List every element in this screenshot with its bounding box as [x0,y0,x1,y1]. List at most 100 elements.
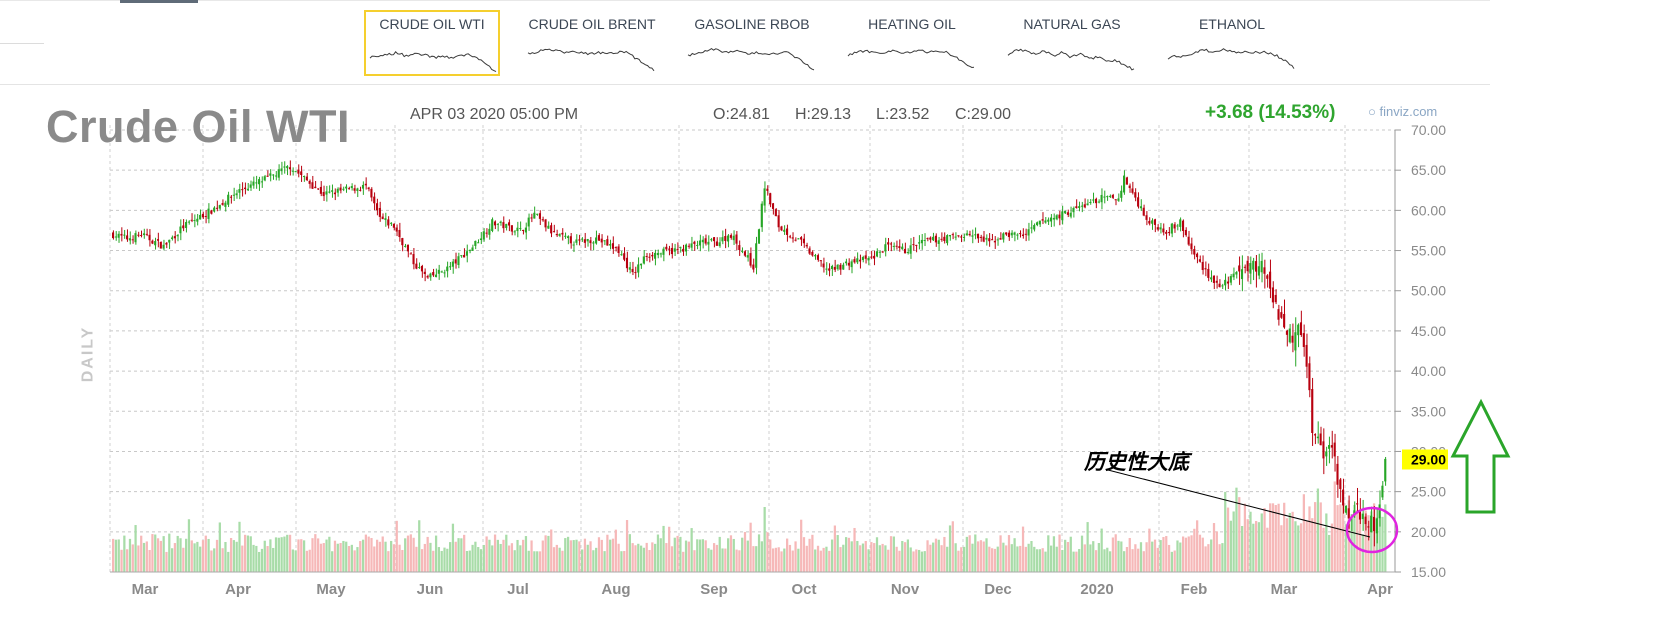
candle-body [844,261,848,264]
volume-bar [735,549,738,572]
candle-body [1370,515,1373,533]
tab-gasoline-rbob[interactable]: GASOLINE RBOB [684,10,820,76]
volume-bar [533,551,536,572]
volume-bar [1027,543,1030,572]
volume-bar [474,541,477,572]
candle-body [1002,233,1005,240]
candle-body [463,254,466,258]
volume-bar [965,536,968,572]
candle-body [1249,263,1252,274]
volume-bar [665,543,668,572]
volume-bar [850,541,853,572]
candle-body [595,237,598,244]
volume-bar [805,545,808,572]
volume-bar [1378,507,1381,572]
volume-bar [1007,535,1011,572]
candle-body [1038,220,1041,225]
candle-body [1238,265,1241,272]
volume-bar [825,546,828,572]
candle-body [1302,333,1305,347]
volume-bar [1167,544,1171,572]
candle-body [746,255,749,258]
volume-bar [384,541,387,572]
volume-bar [305,550,309,572]
candle-body [698,240,702,246]
candle-body [1313,434,1317,436]
candle-body [1207,268,1210,278]
volume-bar [378,541,382,572]
candle-body [1165,231,1168,234]
tab-label: GASOLINE RBOB [694,16,810,32]
candle-body [468,250,471,252]
tab-ethanol[interactable]: ETHANOL [1164,10,1300,76]
candle-body [370,188,373,198]
tab-crude-oil-wti[interactable]: CRUDE OIL WTI [364,10,500,76]
volume-bar [1148,528,1151,572]
volume-bar [266,546,269,572]
y-tick-label: 65.00 [1411,162,1446,178]
candle-body [238,189,241,193]
tab-heating-oil[interactable]: HEATING OIL [844,10,980,76]
x-tick-label: Jul [507,581,529,598]
volume-bar [771,548,775,572]
candle-body [173,236,176,239]
volume-bar [1156,547,1159,572]
volume-bar [516,539,519,572]
volume-bar [1002,542,1005,572]
candle-body [1128,185,1131,189]
volume-bar [507,545,511,572]
candle-body [1120,190,1123,198]
candle-body [802,238,805,244]
volume-bar [951,521,954,572]
volume-bar [1089,544,1092,572]
candle-body [609,244,612,246]
volume-bar [912,551,915,572]
candle-body [550,225,553,234]
tab-natural-gas[interactable]: NATURAL GAS [1004,10,1140,76]
candle-body [120,233,123,236]
candle-body [390,222,393,224]
candle-body [1305,344,1308,367]
candle-body [159,241,162,249]
candle-body [1159,227,1162,230]
volume-bar [1016,546,1019,572]
candle-body [258,179,261,185]
volume-bar [656,534,660,572]
volume-bar [712,543,716,572]
volume-bar [221,548,224,572]
volume-bar [547,535,550,572]
candle-body [1212,275,1215,283]
candle-body [1005,232,1008,235]
candle-body [693,241,696,244]
candle-body [884,244,887,252]
candle-body [1271,287,1274,303]
sparkline-gasoline-rbob [687,47,815,71]
finviz-brand-link[interactable]: ○ finviz.com [1368,104,1437,119]
candle-body [404,245,407,247]
volume-bar [690,528,693,572]
volume-bar [300,539,303,572]
volume-bar [336,543,339,572]
volume-bar [901,540,904,572]
volume-bar [673,537,676,572]
tab-crude-oil-brent[interactable]: CRUDE OIL BRENT [524,10,660,76]
volume-bar [347,545,351,572]
open-value: O:24.81 [713,106,770,123]
volume-bar [117,539,120,572]
candle-body [1308,363,1311,391]
volume-bar [592,550,595,572]
candle-body [856,258,859,263]
volume-bar [777,547,780,572]
candle-body [948,234,952,237]
volume-bar [752,546,755,572]
y-tick-label: 40.00 [1411,363,1446,379]
candle-body [479,238,483,241]
volume-bar [302,540,306,572]
candle-body [805,244,808,247]
volume-bar [1038,549,1042,572]
candle-body [1080,205,1083,207]
candle-body [687,245,690,247]
candle-body [1016,234,1019,236]
candle-body [668,248,671,250]
candle-body [1294,332,1297,351]
